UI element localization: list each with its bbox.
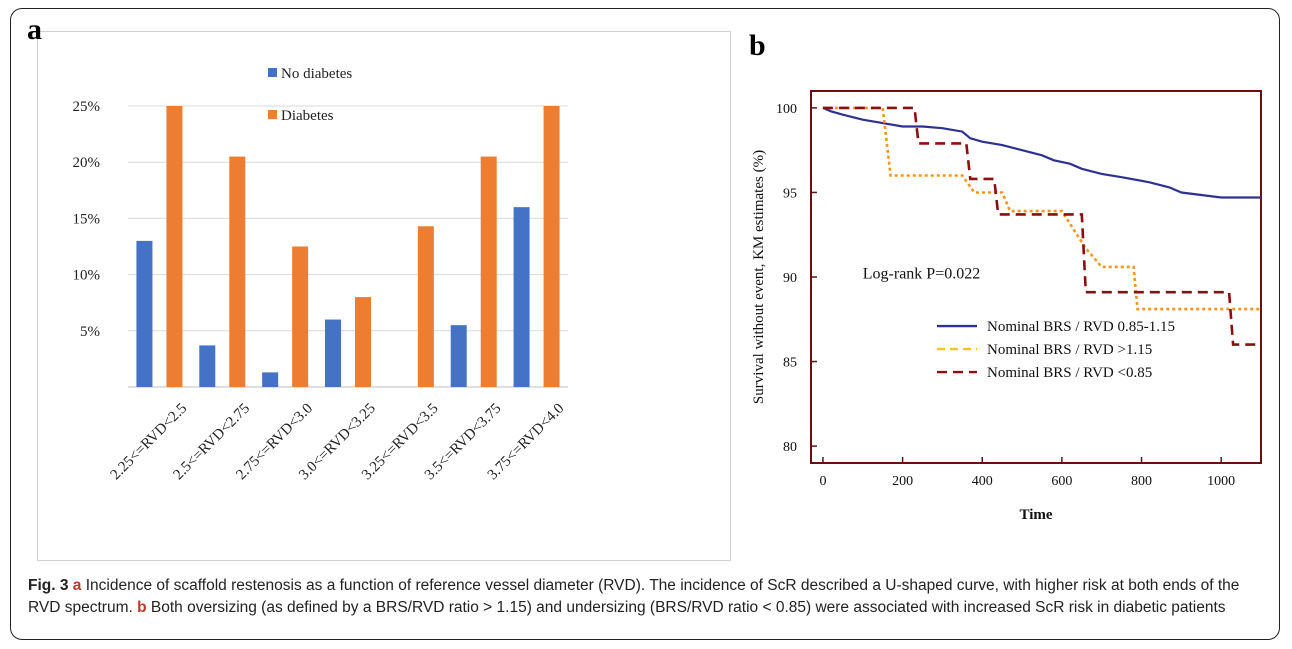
y-tick-label: 15% [73, 211, 101, 227]
km-series-line [822, 106, 1261, 311]
y-tick-label: 5% [80, 324, 100, 340]
legend-label: No diabetes [281, 66, 352, 82]
x-tick-label: 400 [972, 474, 993, 489]
legend-label: Diabetes [281, 108, 334, 124]
bar-no-diabetes [199, 345, 216, 387]
bar-no-diabetes [325, 319, 341, 387]
figure-frame: 5% 10% 15% 20% 25% 2.25<=RVD<2.5 2.5<=RVD<2.75… [10, 8, 1280, 640]
x-tick-label: 1000 [1207, 474, 1235, 489]
bar-diabetes [543, 106, 560, 387]
bar-diabetes [355, 297, 371, 387]
x-tick-label: 800 [1131, 474, 1152, 489]
y-tick-label: 85 [783, 356, 797, 371]
legend-label: Nominal BRS / RVD <0.85 [987, 365, 1152, 381]
km-survival-chart: 0 200 400 600 800 1000 80 85 90 95 100 Time Survival… [751, 90, 1262, 523]
y-tick-label: 20% [73, 155, 101, 171]
panel-b-label: b [749, 29, 766, 62]
legend-label: Nominal BRS / RVD 0.85-1.15 [987, 319, 1175, 335]
legend-swatch [268, 68, 277, 77]
bar-diabetes [166, 106, 183, 387]
legend-label: Nominal BRS / RVD >1.15 [987, 342, 1152, 358]
y-tick-label: 80 [783, 440, 797, 455]
figure-caption: Fig. 3 a Incidence of scaffold restenosi… [28, 575, 1268, 619]
caption-a-label: a [72, 577, 82, 594]
y-tick-label: 10% [73, 268, 101, 284]
bar-diabetes [229, 156, 246, 387]
x-tick-label: 200 [892, 474, 913, 489]
y-tick-label: 95 [783, 186, 797, 201]
x-tick-label: 0 [819, 474, 826, 489]
y-tick-label: 90 [783, 271, 797, 286]
bar-no-diabetes [262, 372, 279, 387]
panel-a-label: a [27, 13, 42, 46]
caption-b-text: Both oversizing (as defined by a BRS/RVD… [150, 599, 1226, 616]
y-tick-label: 100 [776, 102, 797, 117]
caption-fig-label: Fig. 3 [28, 577, 69, 594]
bar-diabetes [480, 156, 497, 387]
x-tick-label: 600 [1051, 474, 1072, 489]
caption-a-text: Incidence of scaffold restenosis as a fu… [28, 577, 1240, 616]
panel-a-frame: 5% 10% 15% 20% 25% 2.25<=RVD<2.5 2.5<=RVD<2.75… [37, 31, 731, 561]
bar-chart: 5%10%15%20%25%2.25<=RVD<2.52.5<=RVD<2.75… [73, 66, 568, 483]
caption-b-label: b [137, 599, 147, 616]
km-series-line [822, 106, 1261, 199]
y-axis-label: Survival without event, KM estimates (%) [751, 150, 767, 404]
legend-swatch [268, 110, 277, 119]
x-axis-label: Time [1019, 507, 1052, 523]
bar-no-diabetes [450, 325, 467, 387]
km-series-line [822, 106, 1261, 346]
bar-diabetes [292, 246, 309, 387]
bar-no-diabetes [513, 207, 530, 387]
bar-diabetes [417, 226, 434, 387]
y-tick-label: 25% [73, 99, 101, 115]
bar-no-diabetes [136, 240, 153, 387]
log-rank-annotation: Log-rank P=0.022 [863, 266, 980, 283]
